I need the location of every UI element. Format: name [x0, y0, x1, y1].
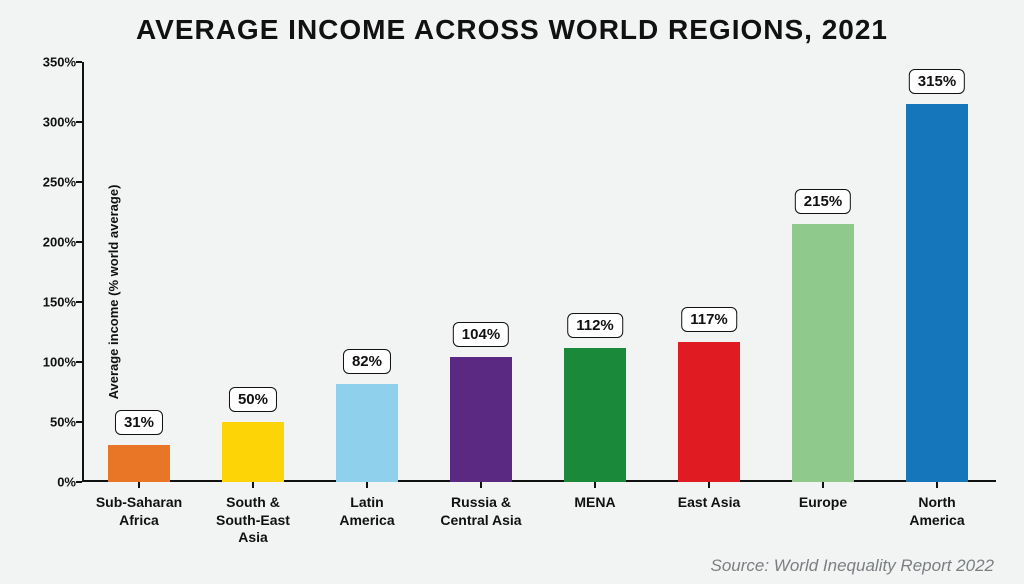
- y-axis: [82, 62, 84, 482]
- y-tick: [76, 421, 82, 423]
- x-tick: [138, 482, 140, 488]
- bar: [792, 224, 855, 482]
- y-tick-label: 0%: [32, 475, 76, 490]
- y-tick: [76, 121, 82, 123]
- x-tick: [936, 482, 938, 488]
- bar-group: 117%: [678, 62, 741, 482]
- plot-area: 0%50%100%150%200%250%300%350%31%Sub-Saha…: [82, 62, 994, 482]
- bar: [222, 422, 285, 482]
- x-tick: [480, 482, 482, 488]
- bar: [336, 384, 399, 482]
- x-tick: [252, 482, 254, 488]
- bar: [678, 342, 741, 482]
- x-tick: [708, 482, 710, 488]
- category-label: MENA: [538, 494, 652, 512]
- y-tick-label: 300%: [32, 115, 76, 130]
- category-label: East Asia: [652, 494, 766, 512]
- bar-value-label: 215%: [795, 189, 851, 214]
- y-tick: [76, 241, 82, 243]
- x-tick: [594, 482, 596, 488]
- category-label: LatinAmerica: [310, 494, 424, 529]
- y-tick-label: 350%: [32, 55, 76, 70]
- y-tick: [76, 181, 82, 183]
- x-axis: [82, 480, 996, 482]
- bar-value-label: 315%: [909, 69, 965, 94]
- category-label: NorthAmerica: [880, 494, 994, 529]
- bar: [906, 104, 969, 482]
- category-label: Europe: [766, 494, 880, 512]
- source-text: Source: World Inequality Report 2022: [711, 556, 995, 576]
- bar: [108, 445, 171, 482]
- y-tick-label: 250%: [32, 175, 76, 190]
- y-tick-label: 150%: [32, 295, 76, 310]
- bar-group: 104%: [450, 62, 513, 482]
- bar-value-label: 117%: [681, 307, 737, 332]
- y-tick-label: 50%: [32, 415, 76, 430]
- x-tick: [366, 482, 368, 488]
- bar-group: 31%: [108, 62, 171, 482]
- bar: [564, 348, 627, 482]
- bar-value-label: 104%: [453, 322, 509, 347]
- bar-value-label: 112%: [567, 313, 623, 338]
- bar-group: 112%: [564, 62, 627, 482]
- y-tick-label: 100%: [32, 355, 76, 370]
- y-tick-label: 200%: [32, 235, 76, 250]
- bar-group: 215%: [792, 62, 855, 482]
- bar: [450, 357, 513, 482]
- category-label: Sub-SaharanAfrica: [82, 494, 196, 529]
- y-tick: [76, 61, 82, 63]
- bar-group: 82%: [336, 62, 399, 482]
- y-tick: [76, 481, 82, 483]
- bar-value-label: 31%: [115, 410, 163, 435]
- category-label: South &South-EastAsia: [196, 494, 310, 547]
- bar-group: 315%: [906, 62, 969, 482]
- income-chart: AVERAGE INCOME ACROSS WORLD REGIONS, 202…: [0, 0, 1024, 584]
- y-tick: [76, 301, 82, 303]
- bar-value-label: 50%: [229, 387, 277, 412]
- bar-value-label: 82%: [343, 349, 391, 374]
- category-label: Russia &Central Asia: [424, 494, 538, 529]
- chart-title: AVERAGE INCOME ACROSS WORLD REGIONS, 202…: [0, 14, 1024, 46]
- y-tick: [76, 361, 82, 363]
- x-tick: [822, 482, 824, 488]
- bar-group: 50%: [222, 62, 285, 482]
